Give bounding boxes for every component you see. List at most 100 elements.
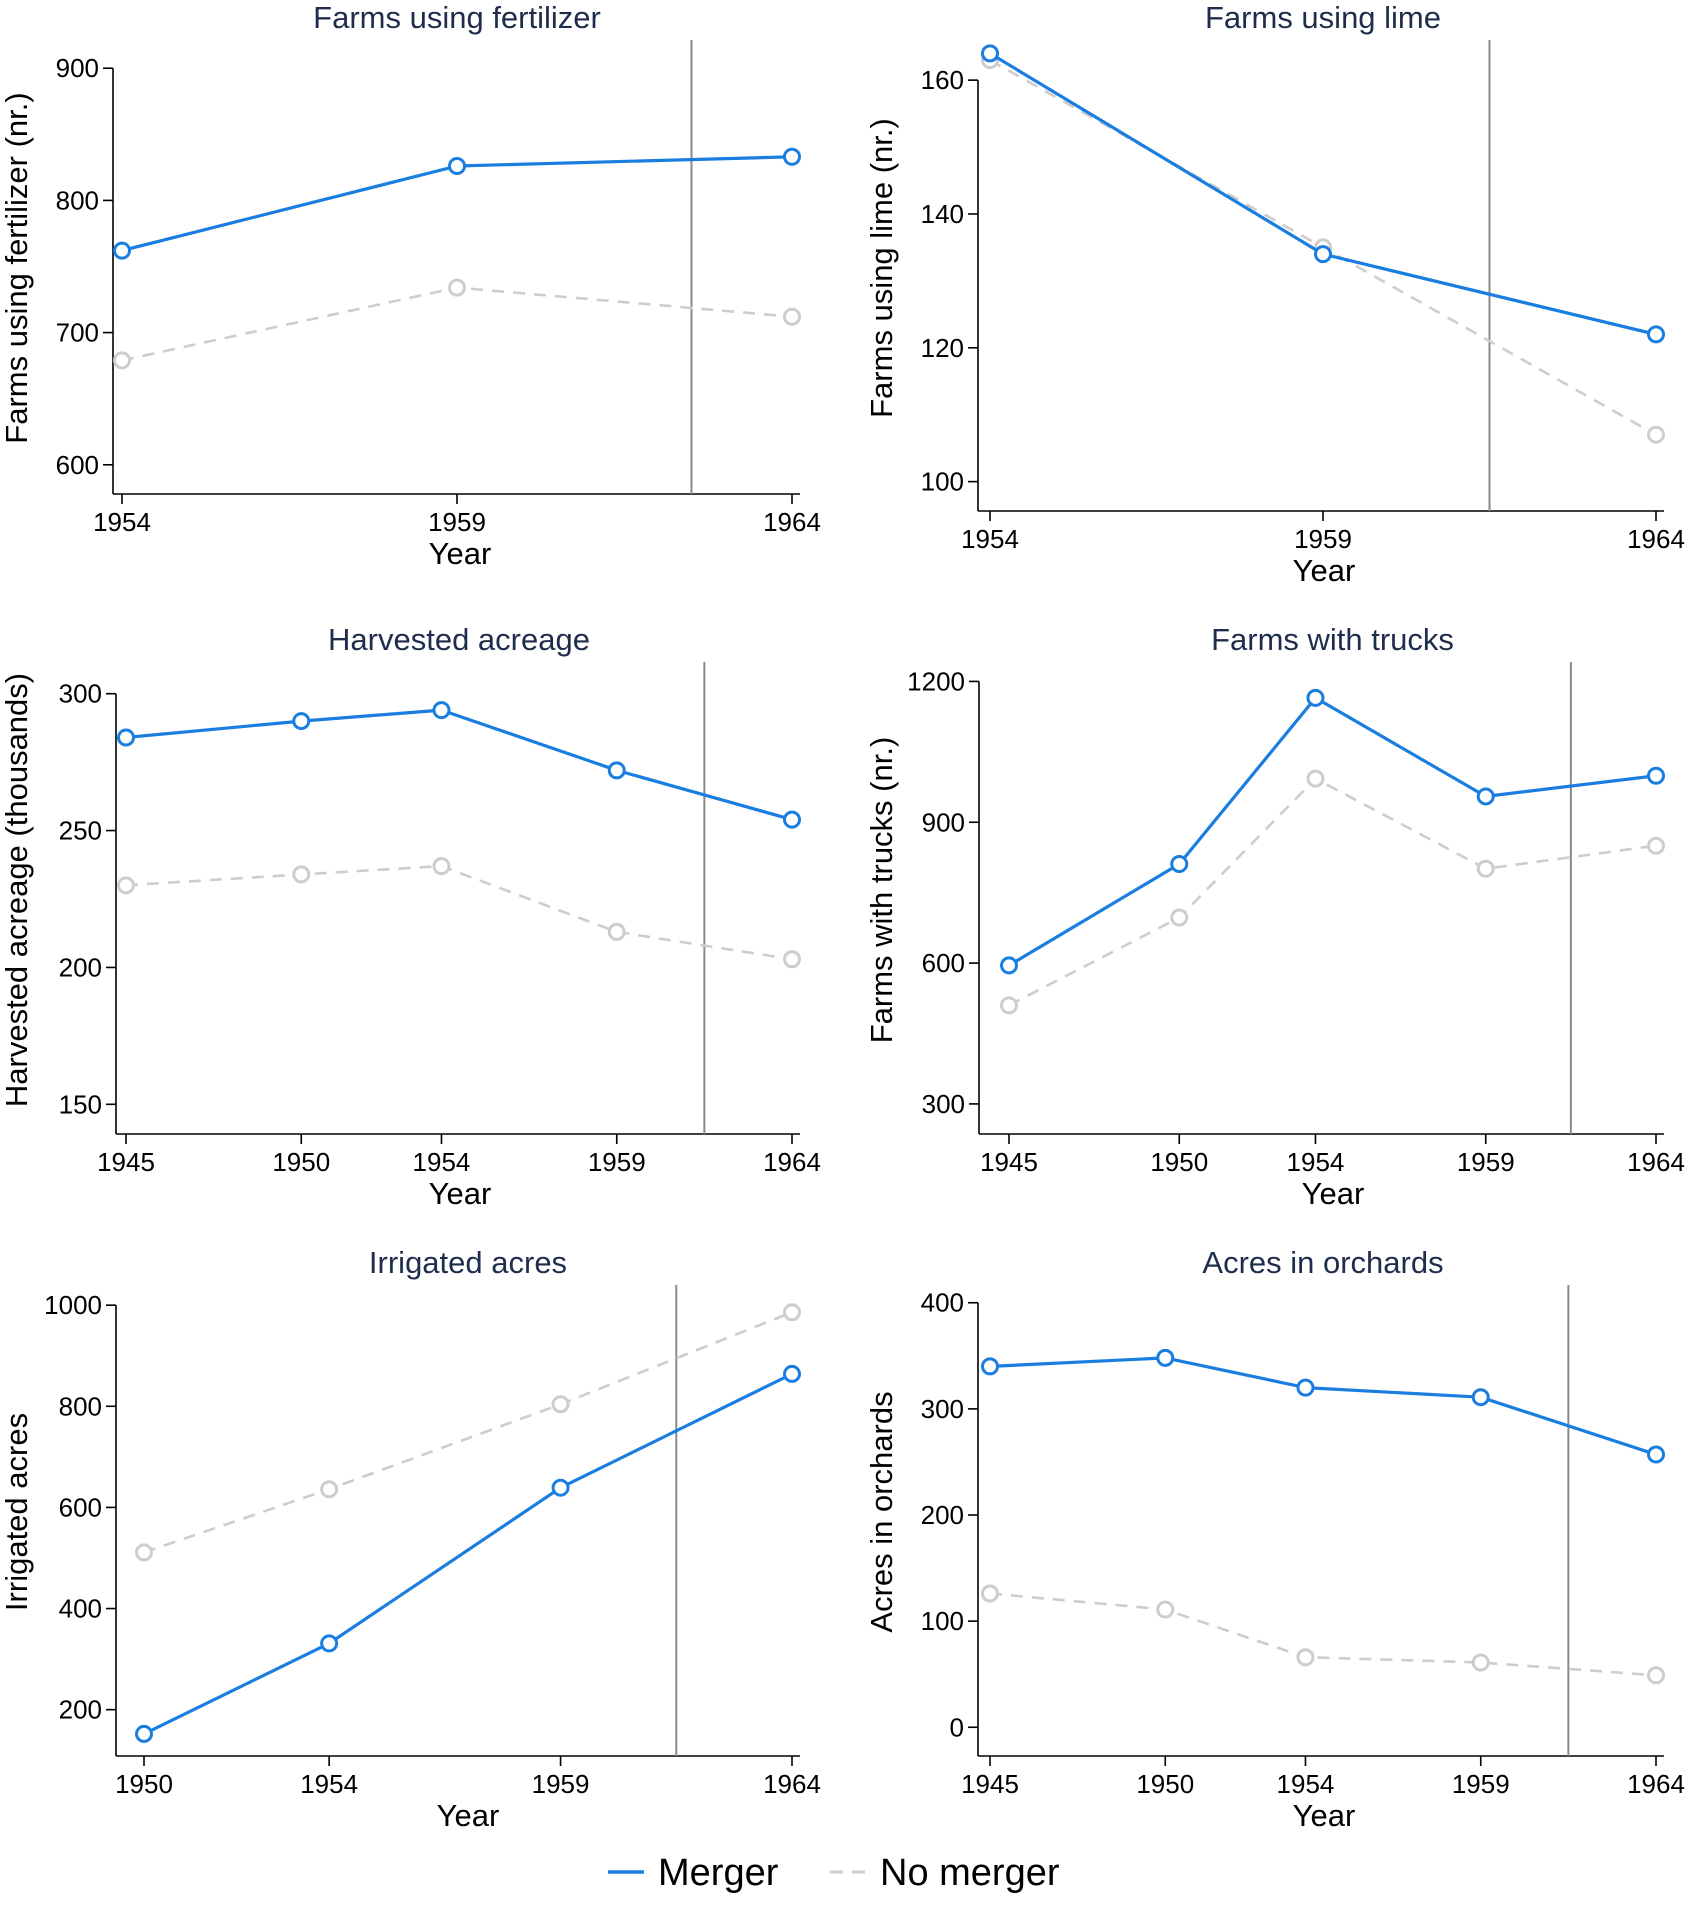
x-tick-label: 1954 bbox=[300, 1769, 358, 1799]
series-line-no-merger bbox=[125, 864, 793, 961]
data-point-no-merger bbox=[1170, 908, 1189, 927]
y-tick-label: 200 bbox=[59, 952, 102, 982]
x-tick-label: 1954 bbox=[1277, 1769, 1335, 1799]
x-tick-label: 1959 bbox=[1294, 524, 1352, 554]
y-tick-label: 120 bbox=[921, 333, 964, 363]
y-axis-title: Farms using lime (nr.) bbox=[864, 118, 899, 418]
data-point-no-merger bbox=[783, 950, 801, 969]
y-tick-label: 300 bbox=[59, 679, 102, 709]
x-tick-label: 1954 bbox=[961, 524, 1019, 554]
data-point-no-merger bbox=[320, 1480, 339, 1499]
chart-title: Farms using fertilizer bbox=[313, 0, 601, 35]
x-tick-label: 1959 bbox=[1452, 1769, 1510, 1799]
data-point-merger bbox=[1476, 787, 1495, 806]
chart-title: Harvested acreage bbox=[328, 622, 590, 657]
x-tick-label: 1964 bbox=[1627, 524, 1685, 554]
x-tick-label: 1945 bbox=[961, 1769, 1019, 1799]
series-line-merger bbox=[1008, 696, 1657, 967]
chart-title: Irrigated acres bbox=[369, 1245, 567, 1280]
y-tick-label: 1000 bbox=[44, 1290, 102, 1320]
x-tick-label: 1964 bbox=[763, 507, 821, 537]
data-point-merger bbox=[135, 1724, 153, 1743]
data-point-no-merger bbox=[117, 876, 135, 895]
chart-panel-2: Farms using lime 100 120 140 160 1954 1959 1964… bbox=[864, 0, 1685, 588]
y-tick-label: 700 bbox=[56, 318, 99, 348]
chart-panel-6: Acres in orchards 0 100 200 300 400 1945 1950 19… bbox=[864, 1245, 1685, 1833]
data-point-merger bbox=[783, 810, 801, 829]
series-line-merger bbox=[989, 1356, 1657, 1457]
x-axis-title: Year bbox=[1293, 553, 1356, 588]
y-tick-label: 300 bbox=[922, 1089, 965, 1119]
data-point-no-merger bbox=[292, 865, 311, 884]
y-axis-title: Irrigated acres bbox=[0, 1413, 34, 1611]
x-tick-label: 1950 bbox=[272, 1147, 330, 1177]
x-axis-title: Year bbox=[1302, 1176, 1365, 1211]
y-tick-label: 0 bbox=[950, 1712, 964, 1742]
y-tick-label: 1200 bbox=[907, 666, 965, 696]
data-point-merger bbox=[981, 1357, 999, 1376]
chart-panel-5: Irrigated acres 200 400 600 800 1000 1950 1954 1… bbox=[0, 1245, 821, 1833]
data-point-no-merger bbox=[135, 1543, 153, 1562]
x-tick-label: 1945 bbox=[980, 1147, 1038, 1177]
y-axis-title: Acres in orchards bbox=[864, 1391, 899, 1632]
y-tick-label: 200 bbox=[921, 1500, 964, 1530]
y-tick-label: 150 bbox=[59, 1089, 102, 1119]
data-point-no-merger bbox=[1306, 769, 1325, 788]
chart-panel-1: Farms using fertilizer 600 700 800 900 1954 19… bbox=[0, 0, 821, 571]
x-tick-label: 1954 bbox=[1287, 1147, 1345, 1177]
series-line-no-merger bbox=[989, 1592, 1657, 1677]
x-axis-title: Year bbox=[1293, 1798, 1356, 1833]
data-point-no-merger bbox=[448, 278, 466, 297]
series-line-merger bbox=[125, 708, 793, 822]
y-tick-label: 900 bbox=[56, 53, 99, 83]
series-line-no-merger bbox=[143, 1310, 793, 1554]
x-tick-label: 1950 bbox=[1136, 1769, 1194, 1799]
y-tick-label: 160 bbox=[921, 65, 964, 95]
data-point-merger bbox=[551, 1478, 570, 1497]
y-tick-label: 100 bbox=[921, 467, 964, 497]
y-tick-label: 250 bbox=[59, 816, 102, 846]
data-point-no-merger bbox=[783, 1303, 801, 1322]
legend-label-no-merger: No merger bbox=[880, 1852, 1060, 1894]
data-point-merger bbox=[783, 147, 801, 166]
data-point-merger bbox=[1306, 688, 1325, 707]
data-point-merger bbox=[432, 701, 451, 720]
chart-title: Acres in orchards bbox=[1202, 1245, 1443, 1280]
data-point-merger bbox=[607, 761, 626, 780]
data-point-merger bbox=[1471, 1388, 1490, 1407]
data-point-merger bbox=[448, 157, 466, 176]
x-tick-label: 1964 bbox=[1627, 1147, 1685, 1177]
data-point-no-merger bbox=[113, 351, 131, 370]
data-point-no-merger bbox=[1476, 859, 1495, 878]
x-tick-label: 1959 bbox=[532, 1769, 590, 1799]
x-tick-label: 1964 bbox=[763, 1769, 821, 1799]
data-point-no-merger bbox=[551, 1395, 570, 1414]
data-point-merger bbox=[1314, 245, 1332, 264]
y-tick-label: 600 bbox=[56, 450, 99, 480]
x-tick-label: 1954 bbox=[413, 1147, 471, 1177]
y-tick-label: 400 bbox=[59, 1594, 102, 1624]
x-axis-title: Year bbox=[429, 536, 492, 571]
data-point-merger bbox=[981, 44, 999, 63]
x-tick-label: 1959 bbox=[588, 1147, 646, 1177]
data-point-merger bbox=[1647, 1445, 1665, 1464]
data-point-merger bbox=[1170, 855, 1189, 874]
data-point-no-merger bbox=[1647, 425, 1665, 444]
y-tick-label: 400 bbox=[921, 1288, 964, 1318]
x-axis-title: Year bbox=[437, 1798, 500, 1833]
x-tick-label: 1964 bbox=[1627, 1769, 1685, 1799]
series-line-merger bbox=[989, 52, 1657, 336]
data-point-no-merger bbox=[1647, 836, 1665, 855]
x-tick-label: 1950 bbox=[1150, 1147, 1208, 1177]
y-tick-label: 300 bbox=[921, 1394, 964, 1424]
data-point-no-merger bbox=[1156, 1600, 1175, 1619]
data-point-no-merger bbox=[1000, 996, 1018, 1015]
chart-title: Farms using lime bbox=[1205, 0, 1441, 35]
legend-label-merger: Merger bbox=[658, 1852, 779, 1894]
y-axis-title: Harvested acreage (thousands) bbox=[0, 673, 34, 1107]
chart-title: Farms with trucks bbox=[1211, 622, 1454, 657]
x-tick-label: 1950 bbox=[115, 1769, 173, 1799]
data-point-merger bbox=[1296, 1378, 1315, 1397]
y-tick-label: 600 bbox=[59, 1492, 102, 1522]
